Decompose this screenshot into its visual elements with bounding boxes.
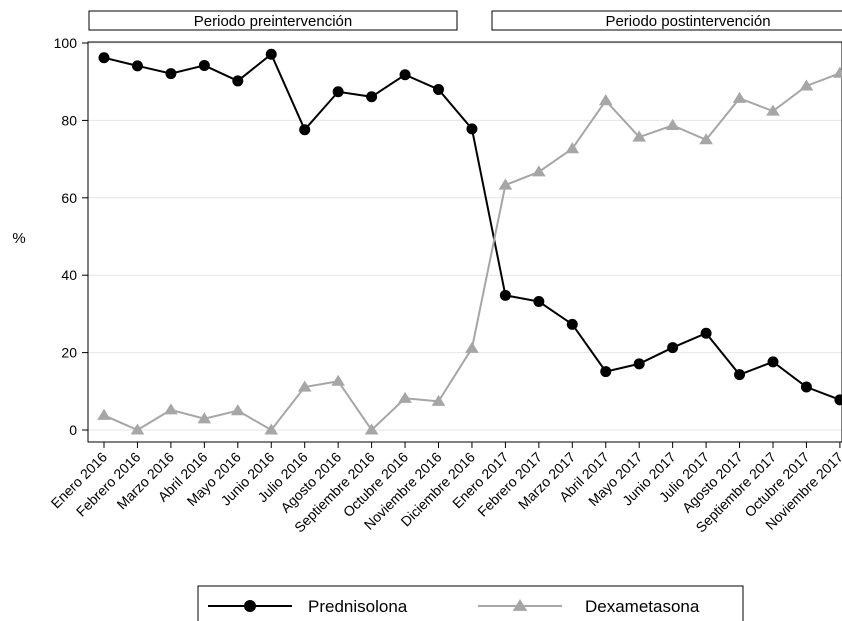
- data-point: [598, 94, 613, 106]
- legend-label: Dexametasona: [585, 597, 700, 616]
- period-label: Periodo preintervención: [194, 13, 352, 30]
- data-point: [366, 91, 378, 103]
- data-point: [331, 374, 345, 386]
- data-point: [332, 86, 344, 98]
- legend-marker: [244, 600, 256, 612]
- data-point: [398, 391, 412, 403]
- period-headers: Periodo preintervención Periodo postinter…: [88, 10, 842, 31]
- data-point: [799, 79, 814, 91]
- data-point: [364, 423, 379, 435]
- data-point: [130, 423, 145, 435]
- data-point: [600, 366, 612, 378]
- data-point: [833, 66, 842, 78]
- gridlines: [88, 42, 842, 431]
- data-point: [431, 394, 446, 406]
- data-point: [834, 394, 842, 406]
- period-box: [88, 10, 458, 31]
- series-lines: [103, 52, 841, 432]
- data-point: [164, 403, 178, 415]
- y-tick-label: 80: [61, 112, 77, 128]
- data-point: [197, 412, 212, 424]
- data-point: [165, 68, 177, 80]
- legend: Prednisolona Dexametasona: [197, 585, 744, 621]
- data-point: [800, 381, 812, 393]
- data-point: [230, 404, 245, 416]
- data-point: [98, 52, 110, 64]
- data-point: [198, 59, 210, 71]
- data-point: [766, 104, 780, 116]
- data-point: [532, 165, 546, 177]
- data-point: [734, 369, 746, 381]
- y-tick-label: 0: [69, 422, 77, 438]
- data-point: [566, 318, 578, 330]
- y-axis-label: %: [12, 230, 25, 247]
- data-point: [565, 142, 580, 154]
- data-point: [533, 296, 545, 308]
- data-point: [433, 83, 444, 95]
- data-point: [399, 69, 411, 81]
- period-label: Periodo postintervención: [605, 13, 770, 30]
- y-tick-label: 100: [54, 35, 78, 51]
- plot-area: [87, 41, 842, 443]
- data-point: [131, 60, 143, 72]
- data-point: [700, 327, 712, 339]
- legend-label: Prednisolona: [308, 597, 408, 616]
- data-point: [699, 133, 713, 145]
- data-point: [265, 48, 277, 60]
- data-point: [232, 75, 244, 87]
- series-markers: [97, 48, 842, 435]
- y-tick-label: 20: [61, 345, 77, 361]
- data-point: [667, 342, 679, 354]
- data-point: [299, 124, 311, 136]
- data-point: [264, 423, 279, 435]
- data-point: [465, 341, 479, 353]
- data-point: [732, 91, 747, 103]
- data-point: [633, 358, 645, 370]
- data-point: [498, 178, 513, 190]
- data-point: [499, 289, 511, 301]
- legend-marker: [512, 599, 528, 611]
- data-point: [767, 356, 779, 368]
- data-point: [632, 130, 647, 142]
- period-box: [491, 10, 842, 31]
- data-point: [665, 118, 680, 130]
- legend-box: [197, 585, 744, 621]
- data-point: [97, 408, 111, 420]
- data-point: [297, 380, 312, 392]
- data-point: [466, 123, 478, 135]
- y-tick-label: 40: [61, 267, 77, 283]
- y-tick-label: 60: [61, 190, 77, 206]
